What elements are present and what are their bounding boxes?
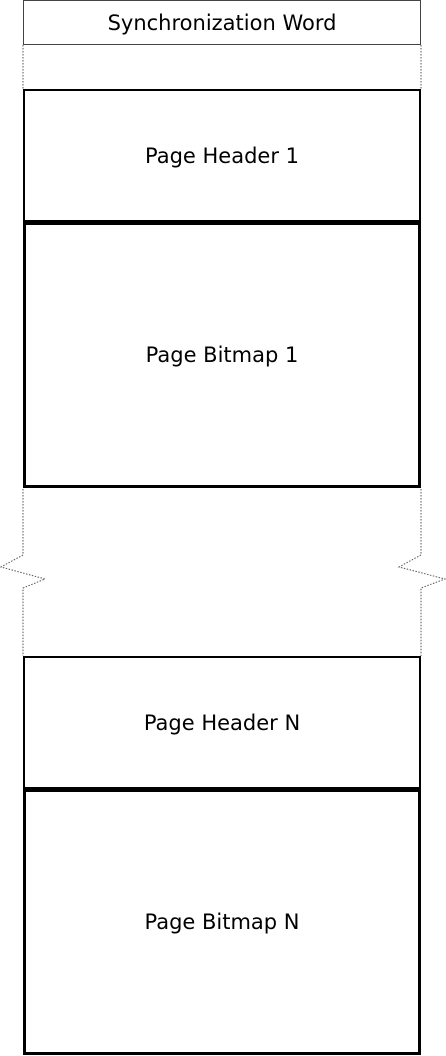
page-header-1-block: Page Header 1 [23, 89, 421, 222]
page-header-n-block: Page Header N [23, 656, 421, 789]
page-bitmap-n-block: Page Bitmap N [23, 789, 421, 1055]
page-header-1-label: Page Header 1 [144, 143, 299, 168]
synchronization-word-label: Synchronization Word [107, 10, 337, 35]
page-header-n-label: Page Header N [143, 710, 301, 735]
break-left-zigzag [0, 489, 47, 656]
synchronization-word-block: Synchronization Word [23, 0, 421, 45]
page-bitmap-1-block: Page Bitmap 1 [23, 222, 421, 488]
break-right-zigzag [397, 489, 446, 656]
page-bitmap-1-label: Page Bitmap 1 [145, 343, 299, 367]
page-bitmap-n-label: Page Bitmap N [144, 910, 300, 934]
